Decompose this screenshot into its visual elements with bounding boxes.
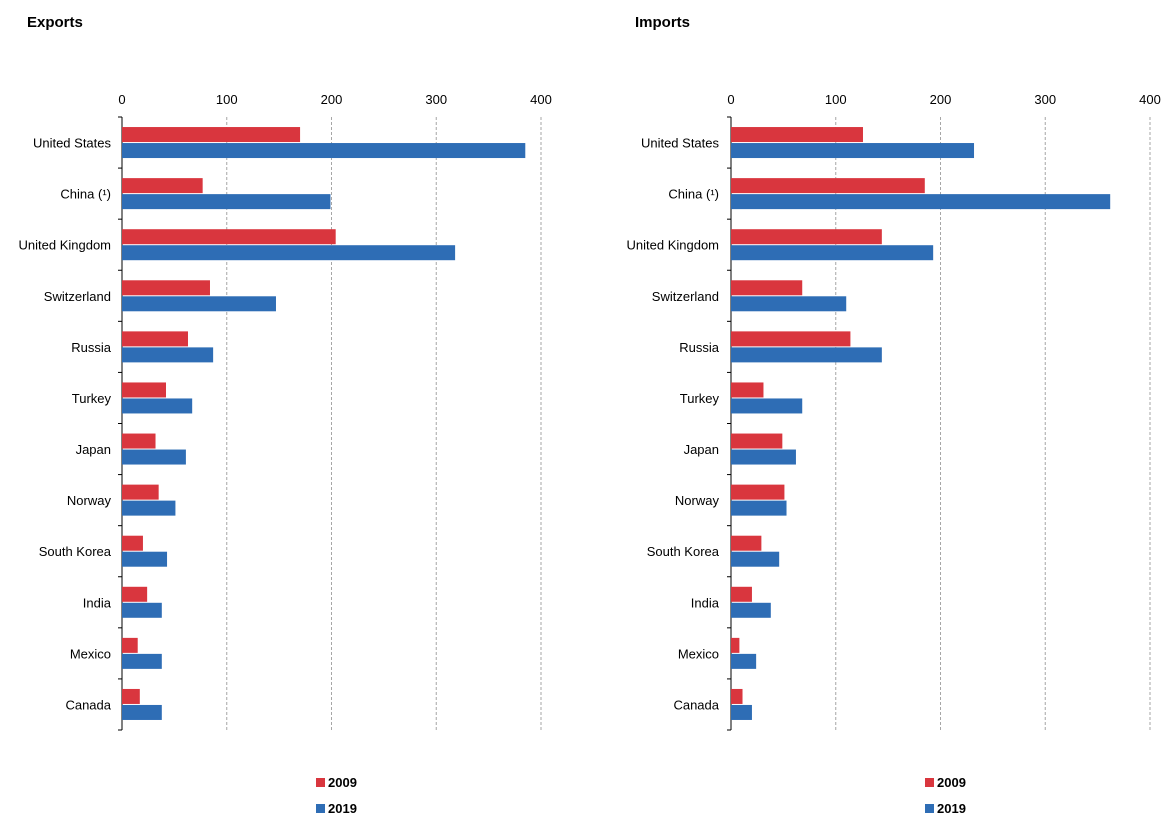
imports-bar-2009 [731,637,740,653]
exports-bar-2019 [122,500,176,516]
exports-category-label: India [83,595,112,610]
exports-category-label: China (¹) [60,187,111,202]
exports-category-label: United States [33,136,112,151]
imports-bar-2019 [731,143,975,159]
exports-bar-2009 [122,229,336,245]
exports-category-label: South Korea [39,544,112,559]
legend-swatch-2019 [925,803,934,813]
exports-bar-2009 [122,433,156,449]
exports-bar-2009 [122,637,138,653]
exports-bar-2009 [122,382,166,398]
imports-category-label: United Kingdom [627,238,720,253]
exports-category-label: United Kingdom [19,238,112,253]
exports-bar-2019 [122,245,456,261]
exports-bar-2009 [122,535,143,551]
imports-bar-2019 [731,296,847,312]
exports-bar-2019 [122,449,186,465]
exports-category-label: Japan [76,442,111,457]
imports-bar-2009 [731,127,863,143]
legend-item-2019: 2019 [316,800,357,816]
imports-tick-label: 200 [930,92,952,107]
legend-label-2009: 2009 [937,774,966,790]
imports-bar-2009 [731,280,803,296]
exports-tick-label: 200 [321,92,343,107]
imports-legend: 2009 2019 [925,774,966,826]
imports-bar-2019 [731,398,803,414]
imports-bar-2009 [731,433,783,449]
exports-bar-2009 [122,586,148,602]
legend-swatch-2009 [316,777,325,787]
imports-category-label: Russia [679,340,720,355]
exports-bar-2009 [122,484,159,500]
exports-chart-title: Exports [27,14,83,31]
imports-category-label: Japan [684,442,719,457]
exports-bar-2019 [122,296,276,312]
exports-category-label: Norway [67,493,112,508]
exports-tick-label: 400 [530,92,552,107]
legend-label-2009: 2009 [328,774,357,790]
imports-category-label: South Korea [647,544,720,559]
imports-bar-2019 [731,602,771,618]
exports-category-label: Turkey [72,391,112,406]
exports-bar-2009 [122,178,203,194]
legend-item-2019: 2019 [925,800,966,816]
imports-category-label: China (¹) [668,187,719,202]
imports-tick-label: 0 [727,92,734,107]
imports-bar-2009 [731,331,851,347]
imports-category-label: Canada [673,697,719,712]
imports-bar-2019 [731,194,1111,210]
imports-bar-2009 [731,178,925,194]
exports-bar-2019 [122,143,526,159]
exports-category-label: Russia [71,340,112,355]
legend-label-2019: 2019 [328,800,357,816]
imports-chart-title: Imports [635,14,691,31]
imports-bar-2009 [731,229,882,245]
imports-bar-2019 [731,704,752,720]
exports-bar-2019 [122,551,168,567]
exports-bar-2019 [122,194,331,210]
exports-bar-2019 [122,398,193,414]
exports-category-label: Canada [65,697,111,712]
imports-bar-2009 [731,688,743,704]
imports-tick-label: 100 [825,92,847,107]
imports-bar-2009 [731,484,785,500]
exports-tick-label: 100 [216,92,238,107]
imports-category-label: Norway [675,493,720,508]
imports-bar-2009 [731,382,764,398]
exports-tick-label: 0 [118,92,125,107]
imports-tick-label: 400 [1139,92,1161,107]
exports-bar-2019 [122,653,162,669]
exports-bar-2019 [122,602,162,618]
exports-bar-2009 [122,331,188,347]
legend-item-2009: 2009 [925,774,966,790]
legend-item-2009: 2009 [316,774,357,790]
imports-bar-2019 [731,347,882,363]
imports-category-label: Mexico [678,646,719,661]
legend-swatch-2009 [925,777,934,787]
imports-bar-2019 [731,653,757,669]
exports-bar-2019 [122,347,214,363]
imports-tick-label: 300 [1034,92,1056,107]
imports-bar-2019 [731,449,796,465]
exports-bar-2009 [122,280,210,296]
exports-bar-2009 [122,127,301,143]
exports-legend: 2009 2019 [316,774,357,826]
exports-category-label: Switzerland [44,289,111,304]
imports-category-label: Turkey [680,391,720,406]
exports-tick-label: 300 [425,92,447,107]
exports-bar-2019 [122,704,162,720]
imports-category-label: United States [641,136,720,151]
imports-bar-2009 [731,535,762,551]
legend-swatch-2019 [316,803,325,813]
imports-bar-2019 [731,551,780,567]
exports-bar-2009 [122,688,140,704]
imports-bar-2019 [731,245,934,261]
imports-category-label: India [691,595,720,610]
imports-category-label: Switzerland [652,289,719,304]
imports-bar-2019 [731,500,787,516]
imports-bar-2009 [731,586,752,602]
exports-category-label: Mexico [70,646,111,661]
legend-label-2019: 2019 [937,800,966,816]
